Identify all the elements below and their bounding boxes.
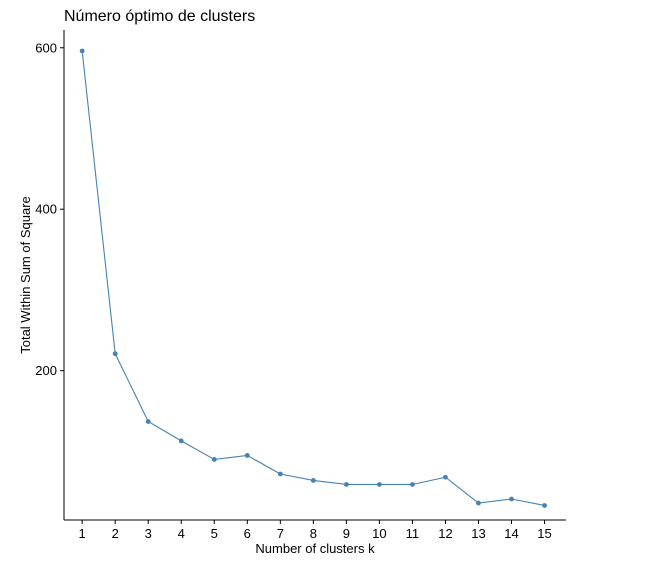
x-axis-ticks: 1 2 3 4 5 6 7 8 9 10 11 12 13 14 15 [79,520,552,541]
data-point [79,48,85,54]
x-tick-label: 6 [244,526,251,541]
axes [63,30,566,521]
data-point [343,482,349,487]
data-point [112,351,118,357]
x-tick-label: 4 [178,526,185,541]
x-axis-label: Number of clusters k [255,541,375,556]
x-tick-label: 10 [372,526,386,541]
data-point [277,471,283,477]
data-point [443,474,448,480]
data-point [178,438,184,444]
data-point [509,496,514,502]
data-point [377,482,382,487]
x-tick-label: 11 [406,526,420,541]
y-tick-label: 400 [35,202,57,217]
x-tick-label: 9 [343,526,350,541]
x-tick-label: 12 [438,526,452,541]
x-tick-label: 3 [145,526,152,541]
y-axis-label: Total Within Sum of Square [18,196,33,354]
data-point [211,457,217,462]
x-tick-label: 14 [504,526,518,541]
data-point [244,453,250,458]
x-tick-label: 5 [211,526,218,541]
data-point [542,503,547,508]
x-tick-label: 13 [471,526,485,541]
data-point [476,500,481,506]
x-tick-label: 7 [277,526,284,541]
y-tick-label: 600 [35,40,57,55]
x-tick-label: 1 [79,526,86,541]
x-tick-label: 8 [310,526,317,541]
chart-title: Número óptimo de clusters [64,8,255,25]
data-point [145,419,151,424]
x-tick-label: 2 [112,526,119,541]
x-tick-label: 15 [537,526,551,541]
series-line [81,50,545,507]
series-group [79,48,547,508]
y-axis-ticks: 200 400 600 [35,40,64,378]
data-point [410,482,415,487]
y-tick-label: 200 [35,363,57,378]
data-point [310,478,316,483]
